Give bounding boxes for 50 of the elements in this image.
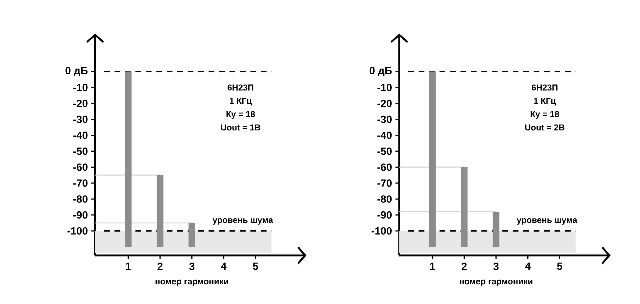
y-tick-label: -10 xyxy=(378,84,392,92)
y-tick-label: -60 xyxy=(378,164,392,172)
y-tick-label: -70 xyxy=(74,180,88,187)
bar xyxy=(125,72,132,247)
x-tick-label: 3 xyxy=(189,262,195,270)
x-axis-title: номер гармоники xyxy=(156,280,228,286)
x-tick-label: 2 xyxy=(462,262,467,270)
y-tick-label: -20 xyxy=(74,100,88,108)
y-tick-label: -50 xyxy=(378,148,392,156)
x-tick-label: 2 xyxy=(158,262,163,270)
bar xyxy=(156,175,164,247)
x-tick-label: 1 xyxy=(430,262,436,270)
x-tick-label: 3 xyxy=(494,262,499,270)
annotation: 1 КГц xyxy=(534,98,556,106)
x-axis-title: номер гармоники xyxy=(460,280,533,286)
annotation: Uout = 1В xyxy=(221,124,261,131)
ref-line-label: уровень шума xyxy=(516,218,578,225)
x-tick-label: 5 xyxy=(253,262,258,270)
bar xyxy=(461,167,468,247)
bar xyxy=(188,223,196,247)
y-tick-label: -20 xyxy=(378,100,392,108)
x-tick-label: 1 xyxy=(126,262,132,270)
y-tick-label: -40 xyxy=(378,132,392,140)
y-tick-label: -100 xyxy=(68,227,88,235)
y-tick-label: -50 xyxy=(74,148,88,156)
y-tick-label: -90 xyxy=(378,211,392,219)
annotation: Ку = 18 xyxy=(226,111,256,120)
y-tick-label: -90 xyxy=(74,211,88,219)
bar xyxy=(429,72,436,247)
y-tick-label: 0 дБ xyxy=(370,67,392,76)
y-tick-label: -60 xyxy=(74,164,88,172)
y-tick-label: -70 xyxy=(378,180,392,187)
x-tick-label: 4 xyxy=(221,262,227,270)
y-tick-label: -80 xyxy=(378,196,392,203)
annotation: Uout = 2В xyxy=(525,124,565,131)
y-tick-label: -40 xyxy=(74,132,88,140)
x-tick-label: 5 xyxy=(557,262,563,270)
annotation: Ку = 18 xyxy=(530,111,560,120)
y-tick-label: -30 xyxy=(74,116,88,124)
annotation: 6Н23П xyxy=(228,84,254,91)
y-tick-label: -80 xyxy=(74,196,88,203)
ref-line-label: уровень шума xyxy=(212,218,274,225)
y-tick-label: 0 дБ xyxy=(66,67,88,76)
y-tick-label: -100 xyxy=(372,227,392,235)
annotation: 1 КГц xyxy=(230,98,252,106)
x-tick-label: 4 xyxy=(525,262,531,270)
y-tick-label: -30 xyxy=(378,116,392,124)
annotation: 6Н23П xyxy=(532,84,558,91)
y-tick-label: -10 xyxy=(74,84,88,92)
bar xyxy=(492,212,500,247)
